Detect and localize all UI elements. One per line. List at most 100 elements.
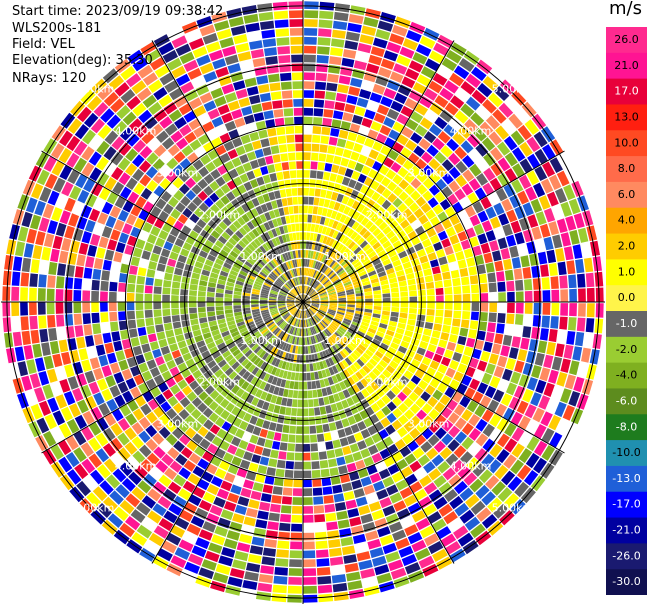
gate-cell [210, 169, 221, 180]
gate-cell [171, 244, 182, 254]
gate-cell [417, 289, 426, 296]
gate-cell [184, 264, 194, 272]
gate-cell [290, 290, 297, 296]
gate-cell [518, 174, 532, 190]
gate-cell [287, 224, 292, 233]
gate-cell [246, 338, 255, 346]
gate-cell [431, 454, 445, 467]
gate-cell [354, 542, 369, 553]
gate-cell [274, 316, 282, 322]
gate-cell [566, 260, 576, 275]
gate-cell [180, 289, 189, 296]
gate-cell [306, 309, 311, 317]
colorbar-tick-label: -17.0 [612, 498, 640, 511]
gate-cell [55, 394, 68, 409]
gate-cell [38, 274, 47, 288]
gate-cell [23, 345, 34, 360]
gate-cell [195, 84, 210, 96]
gate-cell [329, 273, 337, 280]
gate-cell [146, 233, 157, 245]
gate-cell [289, 215, 295, 223]
gate-cell [369, 237, 378, 247]
gate-cell [303, 488, 313, 497]
gate-cell [332, 333, 340, 341]
gate-cell [261, 288, 270, 293]
gate-cell [303, 285, 305, 294]
gate-cell [292, 497, 303, 505]
gate-cell [525, 186, 538, 201]
gate-cell [510, 371, 522, 385]
gate-cell [353, 234, 362, 243]
gate-cell [257, 582, 273, 593]
gate-cell [278, 207, 285, 217]
gate-cell [438, 503, 453, 517]
gate-cell [376, 489, 389, 500]
gate-cell [304, 45, 317, 54]
gate-cell [251, 197, 260, 207]
gate-cell [95, 448, 110, 463]
gate-cell [274, 328, 281, 336]
gate-cell [96, 464, 111, 479]
gate-cell [389, 33, 405, 45]
gate-cell [303, 346, 306, 354]
gate-cell [290, 307, 297, 313]
gate-cell [138, 160, 152, 173]
gate-cell [303, 461, 312, 470]
gate-cell [223, 140, 235, 152]
gate-cell [441, 186, 453, 198]
gate-cell [175, 137, 189, 150]
gate-cell [292, 488, 303, 497]
gate-cell [207, 108, 220, 120]
gate-cell [216, 428, 227, 439]
gate-cell [417, 454, 431, 467]
gate-cell [74, 414, 88, 430]
gate-cell [361, 206, 371, 216]
gate-cell [235, 145, 246, 156]
gate-cell [556, 170, 570, 187]
gate-cell [135, 124, 149, 138]
gate-cell [335, 363, 342, 372]
gate-cell [141, 495, 156, 509]
gate-cell [179, 397, 191, 408]
gate-cell [271, 376, 278, 386]
gate-cell [444, 287, 453, 295]
gate-cell [328, 309, 336, 313]
gate-cell [258, 129, 268, 139]
gate-cell [435, 165, 448, 178]
gate-cell [207, 311, 216, 317]
gate-cell [312, 344, 317, 353]
gate-cell [437, 65, 453, 79]
gate-cell [2, 286, 11, 301]
gate-cell [385, 215, 395, 225]
gate-cell [495, 403, 508, 417]
gate-cell [251, 306, 260, 310]
gate-cell [446, 49, 462, 64]
gate-cell [177, 254, 187, 264]
gate-cell [114, 82, 130, 97]
gate-cell [393, 500, 407, 512]
gate-cell [102, 259, 112, 271]
gate-cell [328, 307, 337, 311]
gate-cell [443, 124, 457, 137]
gate-cell [351, 525, 364, 536]
colorbar-tick-label: 26.0 [614, 33, 639, 46]
gate-cell [184, 89, 199, 102]
gate-cell [326, 312, 335, 318]
gate-cell [306, 259, 310, 267]
gate-cell [55, 366, 67, 381]
gate-cell [303, 550, 316, 559]
gate-cell [297, 319, 301, 327]
gate-cell [350, 77, 363, 88]
gate-cell [345, 499, 357, 510]
gate-cell [202, 407, 214, 418]
gate-cell [444, 245, 454, 256]
gate-cell [185, 165, 197, 177]
gate-cell [329, 306, 337, 310]
gate-cell [214, 20, 230, 32]
gate-cell [251, 397, 260, 407]
gate-cell [468, 178, 481, 191]
gate-cell [241, 203, 250, 213]
gate-cell [91, 182, 103, 197]
gate-cell [375, 231, 385, 241]
gate-cell [281, 263, 287, 272]
